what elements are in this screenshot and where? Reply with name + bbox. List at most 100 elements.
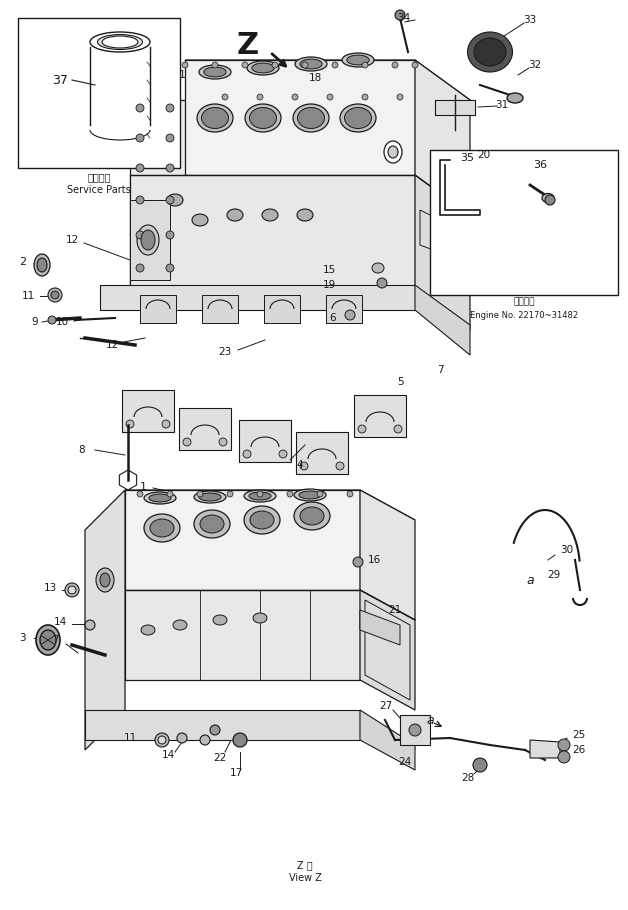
Ellipse shape xyxy=(247,61,279,75)
Circle shape xyxy=(222,94,228,100)
Circle shape xyxy=(136,196,144,204)
Ellipse shape xyxy=(102,36,138,48)
Text: 31: 31 xyxy=(495,100,509,110)
Text: 24: 24 xyxy=(398,757,411,767)
Circle shape xyxy=(167,491,173,497)
Circle shape xyxy=(317,491,323,497)
Polygon shape xyxy=(85,490,125,750)
Circle shape xyxy=(345,310,355,320)
Circle shape xyxy=(409,724,421,736)
Circle shape xyxy=(166,264,174,272)
Polygon shape xyxy=(360,710,415,770)
Circle shape xyxy=(162,420,170,428)
Circle shape xyxy=(395,10,405,20)
Text: 14: 14 xyxy=(161,750,175,760)
Ellipse shape xyxy=(192,214,208,226)
Polygon shape xyxy=(202,295,238,323)
Text: Engine No. 22170~31482: Engine No. 22170~31482 xyxy=(470,311,578,320)
Ellipse shape xyxy=(388,146,398,158)
Polygon shape xyxy=(296,432,348,474)
Circle shape xyxy=(136,104,144,112)
Circle shape xyxy=(166,231,174,239)
Text: 37: 37 xyxy=(52,74,68,86)
Ellipse shape xyxy=(474,38,506,66)
Text: 4: 4 xyxy=(296,460,303,470)
Polygon shape xyxy=(239,420,291,462)
Ellipse shape xyxy=(90,32,150,52)
Text: 34: 34 xyxy=(397,13,410,23)
Ellipse shape xyxy=(300,59,322,69)
Text: 22: 22 xyxy=(214,753,227,763)
Ellipse shape xyxy=(213,615,227,625)
Circle shape xyxy=(85,620,95,630)
Text: 33: 33 xyxy=(523,15,536,25)
Text: 11: 11 xyxy=(21,291,35,301)
Polygon shape xyxy=(185,60,415,175)
Circle shape xyxy=(347,491,353,497)
Ellipse shape xyxy=(149,494,171,502)
Circle shape xyxy=(183,438,191,446)
Polygon shape xyxy=(354,395,406,437)
Polygon shape xyxy=(185,60,470,100)
Text: 10: 10 xyxy=(55,317,68,327)
Polygon shape xyxy=(430,150,618,295)
Circle shape xyxy=(545,195,555,205)
Ellipse shape xyxy=(40,630,56,650)
Polygon shape xyxy=(100,285,415,310)
Circle shape xyxy=(300,462,308,470)
Polygon shape xyxy=(125,590,360,680)
Text: 16: 16 xyxy=(368,555,381,565)
Circle shape xyxy=(353,557,363,567)
Circle shape xyxy=(210,725,220,735)
Text: 7: 7 xyxy=(51,635,58,645)
Circle shape xyxy=(166,164,174,172)
Polygon shape xyxy=(130,200,170,280)
Polygon shape xyxy=(140,295,176,323)
Polygon shape xyxy=(18,18,180,168)
Polygon shape xyxy=(122,390,174,432)
Ellipse shape xyxy=(294,502,330,530)
Ellipse shape xyxy=(244,506,280,534)
Circle shape xyxy=(412,62,418,68)
Text: 3: 3 xyxy=(19,633,25,643)
Circle shape xyxy=(243,450,251,458)
Ellipse shape xyxy=(199,493,221,501)
Ellipse shape xyxy=(245,104,281,132)
Circle shape xyxy=(473,758,487,772)
Ellipse shape xyxy=(100,573,110,587)
Text: 17: 17 xyxy=(229,768,242,778)
Circle shape xyxy=(242,62,248,68)
Text: 12: 12 xyxy=(65,235,78,245)
Polygon shape xyxy=(85,710,360,740)
Circle shape xyxy=(136,134,144,142)
Polygon shape xyxy=(365,600,410,700)
Circle shape xyxy=(336,462,344,470)
Ellipse shape xyxy=(37,258,47,272)
Ellipse shape xyxy=(144,514,180,542)
Text: 2: 2 xyxy=(19,257,26,267)
Text: Z 視: Z 視 xyxy=(297,860,313,870)
Text: Z: Z xyxy=(237,31,259,59)
Ellipse shape xyxy=(297,209,313,221)
Ellipse shape xyxy=(507,93,523,103)
Circle shape xyxy=(65,583,79,597)
Ellipse shape xyxy=(204,67,226,77)
Circle shape xyxy=(166,196,174,204)
Text: 35: 35 xyxy=(460,153,474,163)
Ellipse shape xyxy=(372,263,384,273)
Text: 12: 12 xyxy=(106,340,119,350)
Text: 7: 7 xyxy=(436,365,443,375)
Polygon shape xyxy=(360,490,415,620)
Text: 26: 26 xyxy=(572,745,585,755)
Circle shape xyxy=(558,751,570,763)
Circle shape xyxy=(68,586,76,594)
Text: 18: 18 xyxy=(309,73,322,83)
Ellipse shape xyxy=(141,625,155,635)
Text: 27: 27 xyxy=(379,701,392,711)
Circle shape xyxy=(233,733,247,747)
Polygon shape xyxy=(400,715,430,745)
Ellipse shape xyxy=(249,492,271,500)
Ellipse shape xyxy=(137,225,159,255)
Circle shape xyxy=(137,491,143,497)
Ellipse shape xyxy=(342,53,374,67)
